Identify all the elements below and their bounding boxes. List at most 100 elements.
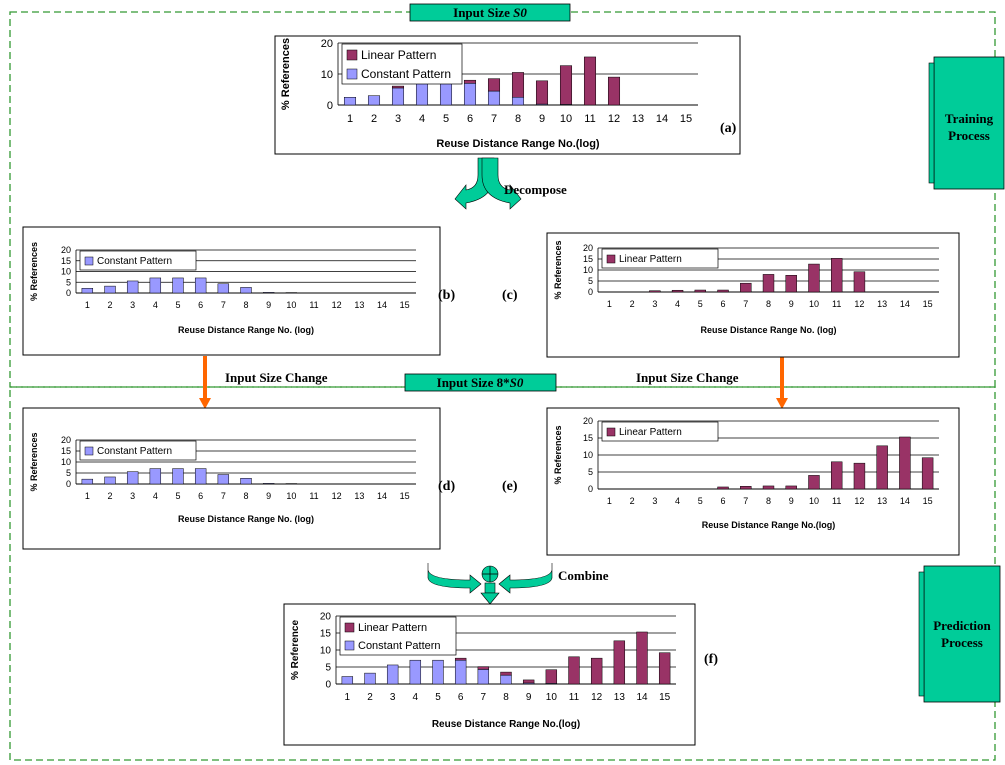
bar-linear: [391, 85, 405, 89]
panel-label: (d): [438, 479, 455, 494]
y-tick-label: 0: [66, 479, 71, 489]
y-tick-label: 5: [325, 663, 331, 674]
y-tick-label: 20: [321, 38, 333, 50]
x-tick-label: 1: [85, 300, 90, 310]
legend-swatch: [84, 256, 94, 266]
bar-linear: [853, 462, 866, 490]
bar-linear: [830, 461, 843, 490]
y-axis-label: % References: [553, 240, 563, 299]
panel-label: (a): [720, 121, 737, 136]
x-tick-label: 13: [877, 299, 887, 309]
x-tick-label: 1: [347, 113, 353, 125]
input-size-change-label-right: Input Size Change: [636, 370, 739, 385]
y-axis-label: % References: [29, 242, 39, 301]
bar-linear: [522, 679, 535, 684]
x-tick-label: 3: [395, 113, 401, 125]
panel-label: (c): [502, 288, 518, 303]
y-tick-label: 15: [61, 256, 71, 266]
legend-entry: Linear Pattern: [619, 254, 682, 265]
bar-linear: [921, 457, 934, 490]
bar-constant: [149, 277, 162, 294]
x-tick-label: 7: [491, 113, 497, 125]
x-tick-label: 9: [789, 496, 794, 506]
x-tick-label: 11: [309, 300, 318, 310]
bar-constant: [511, 97, 525, 106]
x-tick-label: 14: [377, 300, 387, 310]
x-tick-label: 6: [198, 300, 203, 310]
bar-constant: [477, 669, 490, 685]
bar-linear: [876, 445, 888, 490]
bar-constant: [126, 471, 139, 485]
x-tick-label: 5: [443, 113, 449, 125]
bar-constant: [104, 476, 116, 485]
svg-text:Prediction: Prediction: [933, 618, 991, 633]
x-tick-label: 1: [85, 491, 90, 501]
panel-label: (f): [704, 652, 718, 667]
x-tick-label: 4: [419, 113, 425, 125]
bar-linear: [785, 275, 797, 293]
bar-constant: [194, 468, 207, 485]
y-tick-label: 0: [66, 288, 71, 298]
x-tick-label: 8: [503, 692, 509, 703]
x-tick-label: 10: [286, 491, 296, 501]
x-tick-label: 5: [435, 692, 441, 703]
x-tick-label: 2: [107, 491, 112, 501]
bar-constant: [285, 292, 298, 294]
y-tick-label: 0: [588, 287, 593, 297]
decompose-label: Decompose: [504, 182, 567, 197]
x-tick-label: 11: [569, 692, 580, 703]
bar-linear: [717, 289, 729, 293]
x-tick-label: 6: [721, 496, 726, 506]
y-tick-label: 10: [61, 457, 71, 467]
x-tick-label: 10: [809, 496, 819, 506]
x-tick-label: 6: [721, 299, 726, 309]
y-axis-label: % References: [280, 38, 292, 110]
bar-linear: [477, 666, 490, 670]
x-tick-label: 7: [743, 496, 748, 506]
prediction-process-panel: Prediction Process: [918, 565, 1001, 703]
y-tick-label: 0: [325, 680, 331, 691]
bar-constant: [240, 287, 252, 294]
legend: [79, 440, 197, 461]
x-tick-label: 5: [175, 300, 180, 310]
x-tick-label: 12: [591, 692, 603, 703]
x-tick-label: 11: [832, 299, 841, 309]
legend-swatch: [84, 446, 94, 456]
y-tick-label: 5: [66, 468, 71, 478]
bar-constant: [81, 288, 94, 294]
input-size-tag-prediction: Input Size 8*S0: [404, 373, 557, 392]
y-tick-label: 10: [61, 267, 71, 277]
y-tick-label: 0: [327, 100, 333, 112]
x-tick-label: 7: [221, 300, 226, 310]
x-tick-label: 13: [354, 491, 364, 501]
x-tick-label: 9: [266, 491, 271, 501]
bar-linear: [671, 289, 684, 293]
bar-constant: [262, 483, 275, 485]
bar-linear: [545, 669, 558, 684]
x-tick-label: 4: [675, 496, 680, 506]
x-axis-label: Reuse Distance Range No. (log): [700, 325, 836, 335]
x-tick-label: 4: [413, 692, 419, 703]
panel-label: (e): [502, 479, 518, 494]
bar-linear: [658, 652, 671, 685]
legend-swatch: [344, 622, 355, 633]
y-axis-label: % References: [553, 425, 563, 484]
bar-constant: [81, 478, 94, 485]
svg-text:Process: Process: [941, 635, 983, 650]
x-tick-label: 13: [614, 692, 626, 703]
bar-constant: [341, 676, 354, 685]
x-tick-label: 15: [923, 299, 933, 309]
legend: [601, 248, 719, 269]
y-tick-label: 5: [588, 276, 593, 286]
x-tick-label: 1: [345, 692, 351, 703]
x-tick-label: 15: [400, 300, 410, 310]
y-tick-label: 15: [61, 446, 71, 456]
x-tick-label: 1: [607, 299, 612, 309]
x-tick-label: 6: [467, 113, 473, 125]
x-tick-label: 14: [636, 692, 648, 703]
x-tick-label: 2: [107, 300, 112, 310]
